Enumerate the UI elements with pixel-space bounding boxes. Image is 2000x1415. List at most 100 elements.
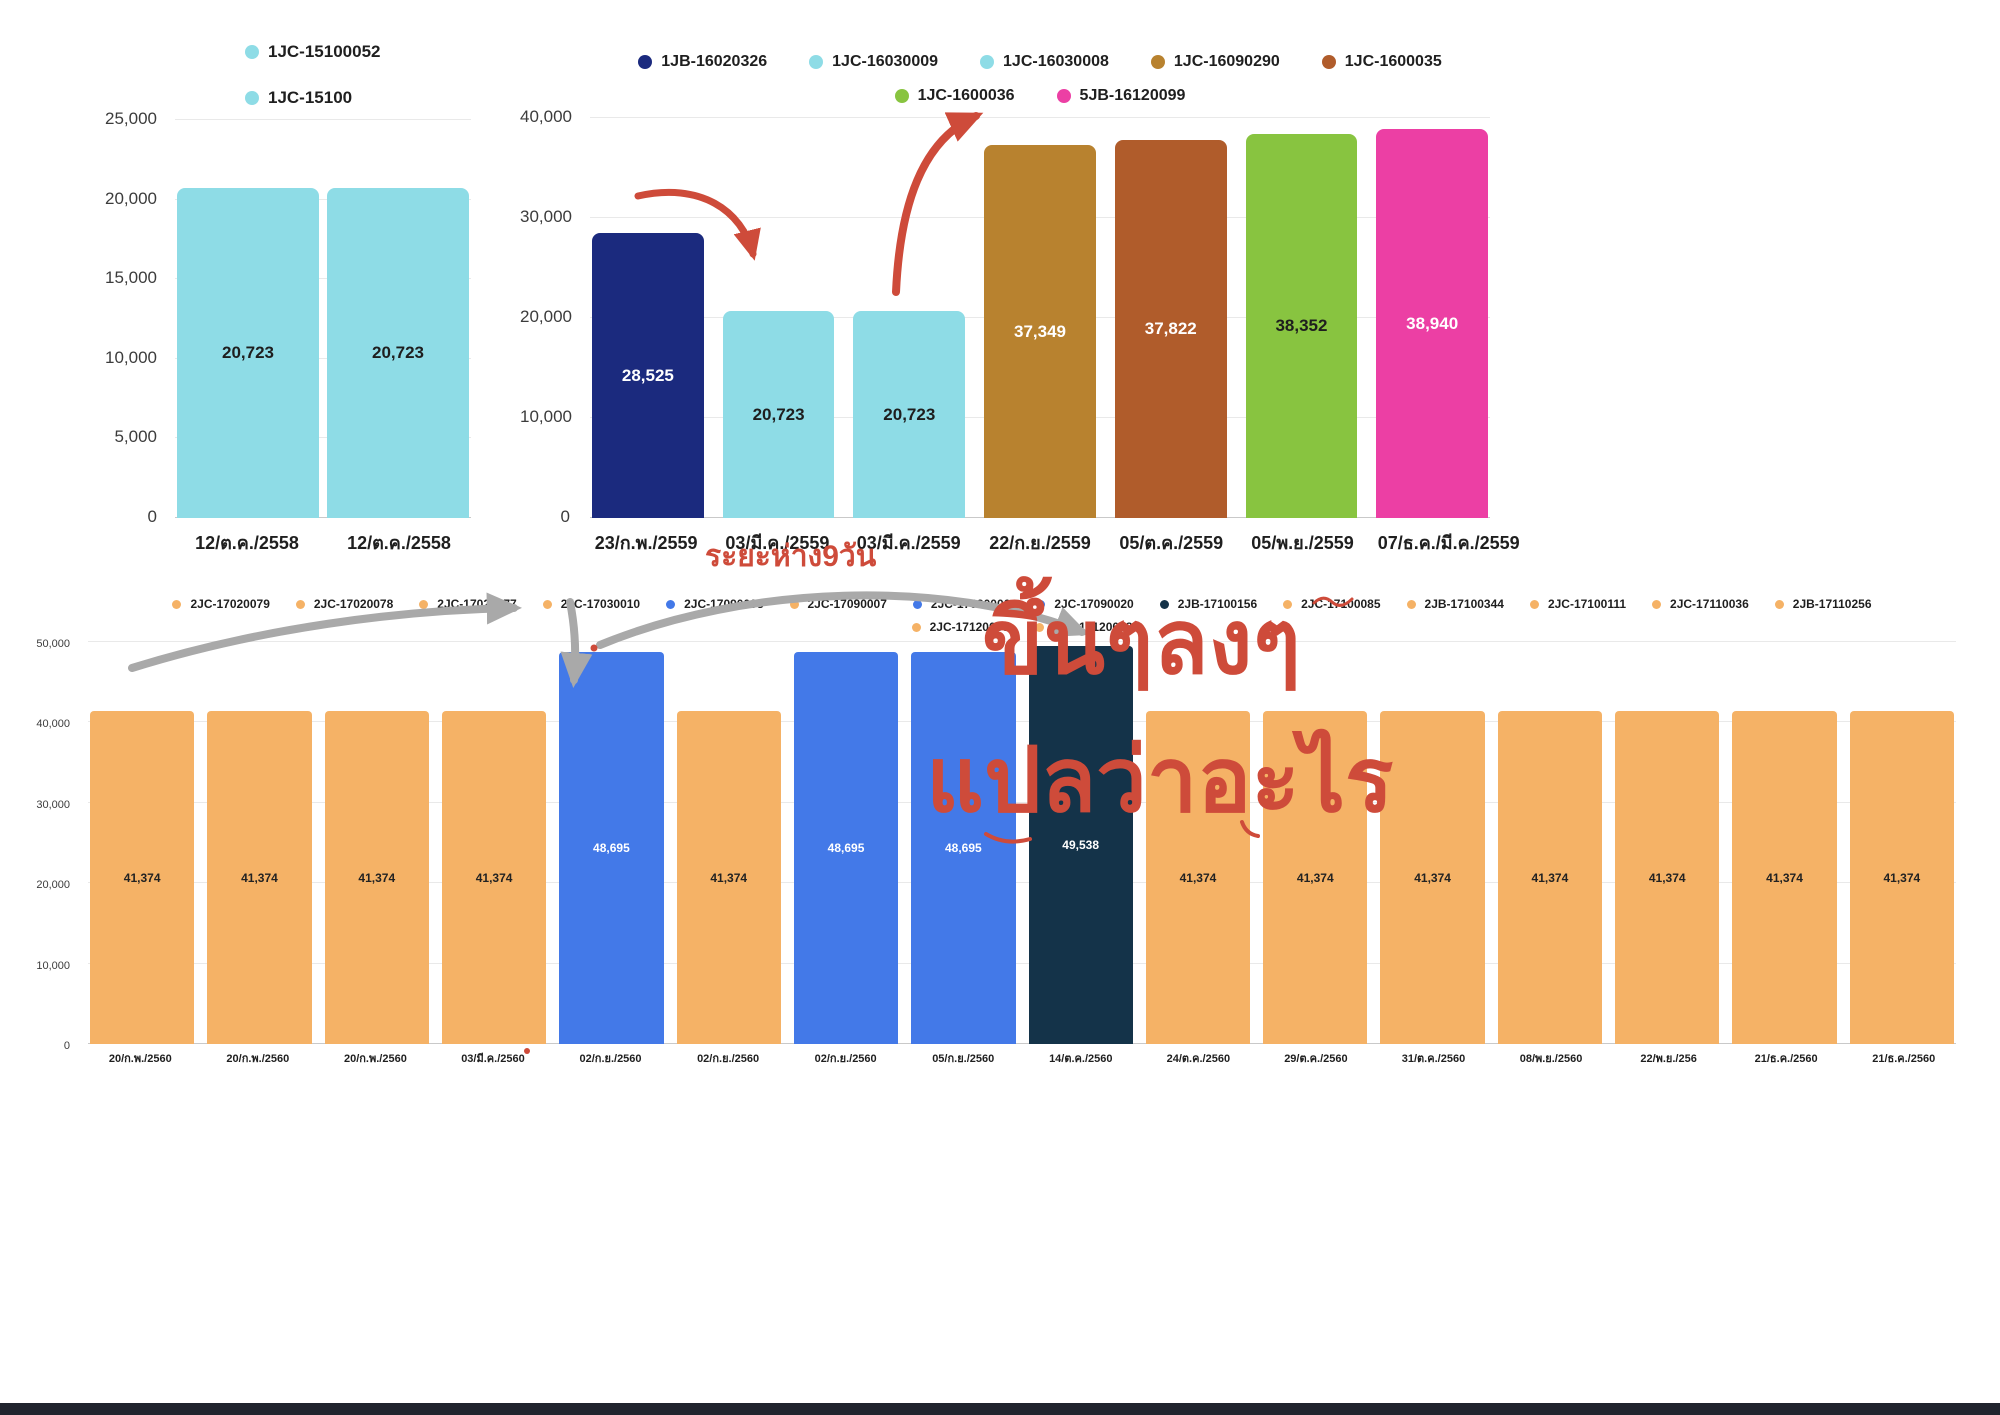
legend-label: 5JB-16120099 bbox=[1079, 87, 1186, 104]
bars-group: 28,525 20,723 20,723 37,349 37,822 38,352 38,9… bbox=[590, 118, 1490, 518]
legend-label: 2JC-17100085 bbox=[1301, 597, 1381, 611]
legend-item[interactable]: 2JC-17090008 bbox=[666, 597, 764, 611]
legend-item[interactable]: 2JC-17110036 bbox=[1652, 597, 1749, 611]
legend-item[interactable]: 2JC-17100111 bbox=[1529, 597, 1626, 611]
legend-item[interactable]: 5JB-16120099 bbox=[1056, 87, 1186, 105]
bar[interactable]: 41,374 bbox=[1497, 711, 1603, 1044]
x-axis-label: 31/ต.ค./2560 bbox=[1401, 1053, 1466, 1065]
legend-label: 2JC-17020078 bbox=[313, 597, 394, 611]
bar[interactable]: 41,374 bbox=[207, 711, 312, 1044]
bar[interactable]: 49,538 bbox=[1028, 646, 1133, 1044]
bar[interactable]: 20,723 bbox=[327, 188, 469, 518]
legend-item[interactable]: 2JB-17110256 bbox=[1774, 597, 1872, 611]
bar-value-label: 20,723 bbox=[752, 404, 805, 424]
bar[interactable]: 41,374 bbox=[1849, 711, 1954, 1044]
x-axis-baseline bbox=[175, 517, 471, 518]
legend-label: 1JC-15100 bbox=[268, 88, 353, 107]
bar[interactable]: 38,940 bbox=[1376, 129, 1489, 518]
legend-item[interactable]: 2JC-17020078 bbox=[295, 597, 394, 611]
legend-swatch-icon bbox=[295, 599, 305, 609]
bar-value-label: 41,374 bbox=[475, 870, 513, 885]
legend-item[interactable]: 1JC-16030008 bbox=[980, 53, 1109, 71]
legend-swatch-icon bbox=[911, 622, 921, 632]
legend-label: 1JC-16030009 bbox=[832, 53, 939, 70]
x-axis-label: 05/พ.ย./2559 bbox=[1251, 533, 1354, 553]
legend-row: 1JB-16020326 1JC-16030009 1JC-16030008 1JC-… bbox=[638, 53, 1442, 71]
bar-value-label: 38,940 bbox=[1406, 313, 1459, 333]
legend-item[interactable]: 2JB-17100344 bbox=[1406, 597, 1504, 611]
plot-area-wrapper: 0 10,000 20,000 30,000 40,000 50,000 41,374 41… bbox=[30, 638, 1960, 1077]
legend-label: 2JB-17110256 bbox=[1792, 597, 1872, 611]
legend-swatch-icon bbox=[245, 45, 259, 59]
legend-swatch-icon bbox=[1159, 599, 1169, 609]
x-axis-label: 24/ต.ค./2560 bbox=[1166, 1053, 1231, 1065]
bar[interactable]: 48,695 bbox=[559, 652, 664, 1044]
legend-swatch-icon bbox=[1283, 599, 1293, 609]
legend-swatch-icon bbox=[1321, 55, 1336, 69]
legend-item[interactable]: 2JC-17030010 bbox=[542, 597, 641, 611]
legend-swatch-icon bbox=[1529, 599, 1539, 609]
bar[interactable]: 48,695 bbox=[793, 652, 899, 1044]
legend-swatch-icon bbox=[245, 91, 259, 105]
bar[interactable]: 41,374 bbox=[676, 711, 781, 1044]
y-axis-tick-label: 10,000 bbox=[36, 959, 70, 972]
legend-swatch-icon bbox=[912, 599, 922, 609]
bar[interactable]: 41,374 bbox=[441, 711, 547, 1044]
legend-label: 2JB-17100344 bbox=[1424, 597, 1504, 611]
legend-item[interactable]: 2JB-17100156 bbox=[1159, 597, 1257, 611]
top-left-bar-chart: 1JC-15100052 1JC-15100 0 5,000 10,000 15,000… bbox=[55, 30, 485, 575]
bar[interactable]: 37,822 bbox=[1114, 140, 1227, 518]
legend-item[interactable]: 1JC-16090290 bbox=[1150, 53, 1280, 71]
legend-item[interactable]: 1JC-1600036 bbox=[894, 87, 1015, 105]
bar[interactable]: 37,349 bbox=[984, 145, 1096, 518]
bar[interactable]: 41,374 bbox=[324, 711, 429, 1044]
bar-value-label: 41,374 bbox=[1414, 870, 1451, 885]
y-axis-tick-label: 0 bbox=[147, 507, 157, 526]
legend-item[interactable]: 1JC-1600035 bbox=[1321, 53, 1442, 71]
legend-label: 1JC-15100052 bbox=[268, 42, 381, 61]
x-axis-label: 29/ต.ค./2560 bbox=[1284, 1053, 1348, 1065]
bar-value-label: 48,695 bbox=[944, 841, 982, 855]
x-axis-label: 08/พ.ย./2560 bbox=[1519, 1053, 1583, 1065]
legend-swatch-icon bbox=[1406, 599, 1416, 609]
taskbar-edge bbox=[0, 1403, 2000, 1415]
gridline bbox=[590, 117, 1490, 118]
gridline bbox=[175, 357, 471, 359]
x-axis-label: 20/ก.พ./2560 bbox=[343, 1053, 407, 1065]
legend-item[interactable]: 2JC-17020079 bbox=[172, 597, 270, 611]
x-axis-label: 12/ต.ค./2558 bbox=[347, 533, 451, 553]
legend-label: 1JC-1600035 bbox=[1344, 53, 1442, 70]
bar[interactable]: 38,352 bbox=[1245, 134, 1358, 518]
y-axis: 0 10,000 20,000 30,000 40,000 50,000 bbox=[30, 638, 80, 1052]
legend-item[interactable]: 2JC-17090007 bbox=[789, 597, 887, 611]
y-axis-tick-label: 10,000 bbox=[105, 347, 157, 367]
legend-label: 2JC-17030010 bbox=[560, 597, 641, 611]
legend-item[interactable]: 1JC-15100 bbox=[245, 88, 352, 108]
x-axis: 12/ต.ค./2558 12/ต.ค./2558 bbox=[175, 528, 471, 557]
bar[interactable]: 41,374 bbox=[1263, 711, 1368, 1044]
legend-item[interactable]: 1JC-16030009 bbox=[809, 53, 938, 71]
bar[interactable]: 41,374 bbox=[1732, 711, 1837, 1044]
bar[interactable]: 41,374 bbox=[1380, 711, 1485, 1044]
x-axis-label: 02/ก.ย./2560 bbox=[814, 1053, 877, 1065]
bar[interactable]: 41,374 bbox=[1145, 711, 1251, 1044]
legend-swatch-icon bbox=[1652, 599, 1662, 609]
legend-item[interactable]: 2JC-17020077 bbox=[419, 597, 517, 611]
bar-value-label: 41,374 bbox=[241, 870, 278, 885]
gridline bbox=[88, 801, 1956, 803]
bar[interactable]: 28,525 bbox=[592, 233, 704, 518]
bar[interactable]: 20,723 bbox=[853, 311, 966, 518]
bar[interactable]: 41,374 bbox=[90, 711, 195, 1044]
legend-item[interactable]: 1JB-16020326 bbox=[638, 53, 767, 71]
legend-row: 1JC-15100052 bbox=[245, 42, 380, 62]
legend-item[interactable]: 1JC-15100052 bbox=[245, 42, 380, 62]
legend-row: 1JC-1600036 5JB-16120099 bbox=[894, 87, 1186, 105]
bar[interactable]: 20,723 bbox=[177, 188, 319, 518]
bar[interactable]: 48,695 bbox=[911, 652, 1016, 1044]
y-axis-tick-label: 20,000 bbox=[520, 307, 572, 326]
bar[interactable]: 20,723 bbox=[722, 311, 835, 518]
legend-label: 1JC-16030008 bbox=[1003, 53, 1109, 70]
bar[interactable]: 41,374 bbox=[1615, 711, 1720, 1044]
x-axis-label: 21/ธ.ค./2560 bbox=[1754, 1053, 1818, 1065]
x-axis-label: 20/ก.พ./2560 bbox=[226, 1053, 290, 1065]
